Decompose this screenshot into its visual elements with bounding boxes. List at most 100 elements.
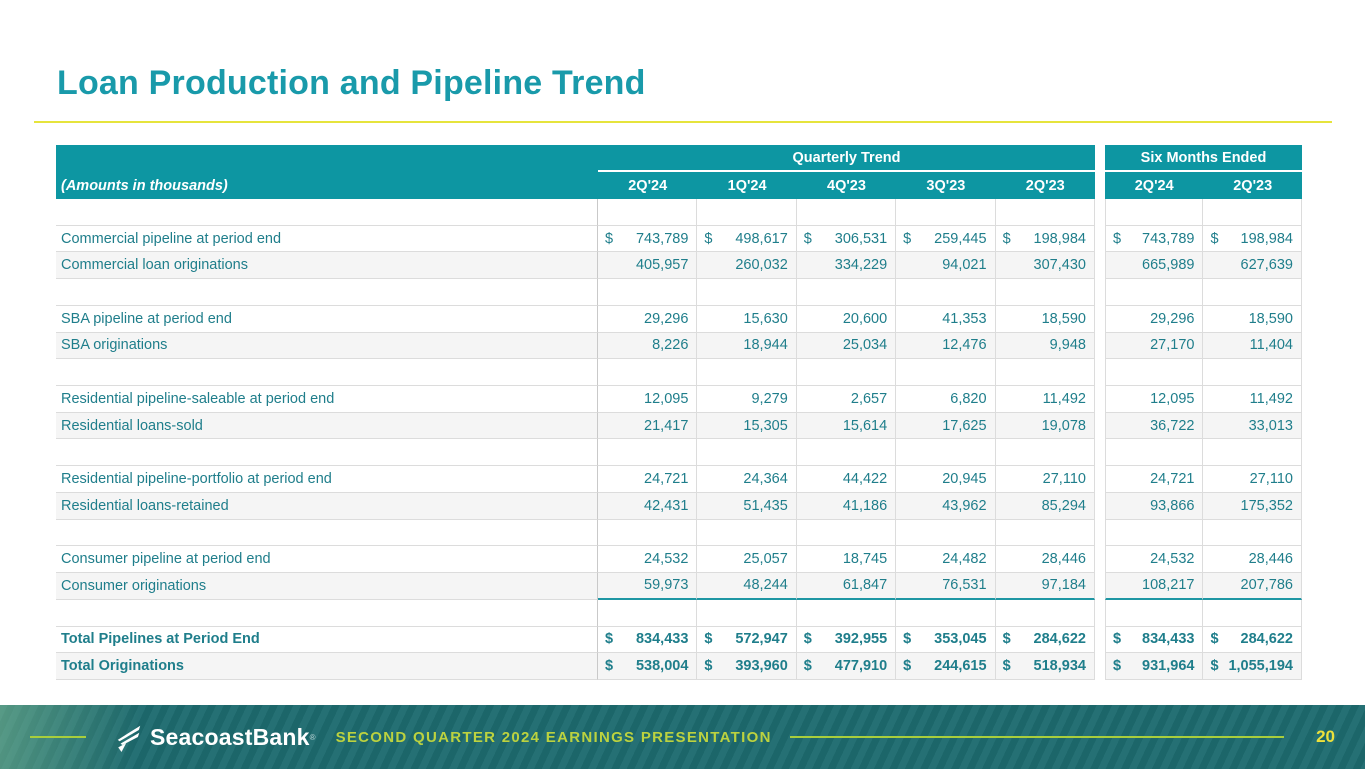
cell-number: 20,600: [842, 310, 888, 327]
group-gap: [1094, 279, 1105, 306]
cell-number: 28,446: [1248, 551, 1293, 568]
dollar-sign: $: [803, 230, 812, 247]
value-cell: 175,352: [1203, 492, 1302, 520]
cell-number: 15,630: [743, 310, 788, 327]
cell-number: 20,945: [942, 471, 987, 488]
value-cell: 20,600: [796, 305, 897, 333]
cell-number: 25,034: [842, 337, 888, 354]
cell-number: 59,973: [644, 577, 689, 594]
group-gap: [1094, 653, 1105, 680]
value-cell: [995, 439, 1095, 467]
cell-number: 572,947: [735, 631, 788, 648]
footer-bar: SeacoastBank ® SECOND QUARTER 2024 EARNI…: [0, 705, 1365, 769]
cell-number: 41,186: [842, 497, 888, 514]
cell-number: 27,110: [1249, 471, 1293, 488]
value-cell: [995, 519, 1095, 547]
cell-number: 6,820: [950, 390, 987, 407]
group-gap: [1094, 305, 1105, 333]
value-cell: [697, 599, 797, 627]
spacer-row: [56, 359, 1302, 387]
cell-number: 11,492: [1042, 390, 1086, 407]
cell-number: 24,482: [942, 551, 987, 568]
group-gap: [1094, 599, 1105, 627]
value-cell: 24,532: [1104, 546, 1204, 574]
cell-number: 76,531: [942, 577, 987, 594]
value-cell: $259,445: [896, 225, 996, 253]
value-cell: 9,279: [697, 386, 797, 413]
cell-number: 393,960: [735, 658, 788, 675]
value-cell: [1104, 359, 1204, 387]
cell-number: 24,532: [1150, 551, 1195, 568]
group-gap: [1094, 332, 1105, 360]
cell-number: 353,045: [934, 631, 987, 648]
table-row: Commercial pipeline at period end $743,78…: [56, 225, 1302, 253]
dollar-sign: $: [704, 631, 713, 648]
page-title: Loan Production and Pipeline Trend: [57, 64, 646, 102]
value-cell: 18,590: [995, 305, 1095, 333]
column-header: 2Q'23: [995, 172, 1095, 199]
value-cell: 11,492: [995, 386, 1095, 413]
spacer-row: [56, 599, 1302, 627]
cell-number: 33,013: [1248, 417, 1293, 434]
value-cell: [1203, 279, 1302, 306]
row-label: [56, 359, 598, 387]
cell-number: 18,590: [1041, 310, 1086, 327]
brand-logo: SeacoastBank ®: [114, 720, 316, 754]
value-cell: [598, 439, 698, 467]
table-row: Commercial loan originations 405,957 260,0…: [56, 252, 1302, 280]
header-group-gap: [1094, 172, 1105, 199]
value-cell: 44,422: [796, 466, 897, 493]
value-cell: [796, 599, 897, 627]
value-cell: [995, 279, 1095, 306]
value-cell: $743,789: [1104, 225, 1204, 253]
value-cell: 12,476: [896, 332, 996, 360]
value-cell: [1203, 359, 1302, 387]
cell-number: 2,657: [850, 390, 888, 407]
footer-accent-line-left: [30, 736, 86, 738]
value-cell: 9,948: [995, 332, 1095, 360]
group-gap: [1094, 519, 1105, 547]
value-cell: [796, 519, 897, 547]
cell-number: 1,055,194: [1228, 658, 1293, 675]
value-cell: [796, 359, 897, 387]
table-row: Consumer originations 59,973 48,244 61,847 7…: [56, 573, 1302, 600]
dollar-sign: $: [704, 658, 713, 675]
column-header: 4Q'23: [796, 172, 897, 199]
row-label: [56, 599, 598, 627]
dollar-sign: $: [704, 230, 713, 247]
column-group-header: Quarterly Trend: [598, 145, 1095, 172]
cell-number: 27,170: [1150, 337, 1195, 354]
value-cell: [598, 519, 698, 547]
cell-number: 61,847: [842, 577, 888, 594]
dollar-sign: $: [1112, 631, 1122, 648]
value-cell: 94,021: [896, 252, 996, 280]
value-cell: [796, 439, 897, 467]
value-cell: 18,745: [796, 546, 897, 574]
value-cell: 405,957: [598, 252, 698, 280]
value-cell: [995, 599, 1095, 627]
value-cell: 15,305: [697, 412, 797, 440]
value-cell: 8,226: [598, 332, 698, 360]
footer-accent-line-right: [789, 736, 1285, 738]
column-header: 1Q'24: [697, 172, 797, 199]
dollar-sign: $: [1002, 658, 1011, 675]
value-cell: [796, 279, 897, 306]
row-label: Total Originations: [56, 653, 598, 680]
title-rule: [34, 121, 1332, 123]
column-header: 3Q'23: [896, 172, 996, 199]
value-cell: [995, 359, 1095, 387]
value-cell: [1203, 199, 1302, 226]
dollar-sign: $: [1210, 658, 1219, 675]
value-cell: [598, 279, 698, 306]
value-cell: [697, 199, 797, 226]
dollar-sign: $: [1210, 230, 1219, 247]
cell-number: 25,057: [743, 551, 788, 568]
cell-number: 477,910: [834, 658, 888, 675]
row-label: Commercial loan originations: [56, 252, 598, 280]
cell-number: 498,617: [735, 230, 788, 247]
value-cell: [1104, 199, 1204, 226]
column-group-header: Six Months Ended: [1105, 145, 1302, 172]
cell-number: 97,184: [1041, 577, 1086, 594]
value-cell: 43,962: [896, 492, 996, 520]
cell-number: 48,244: [743, 577, 788, 594]
